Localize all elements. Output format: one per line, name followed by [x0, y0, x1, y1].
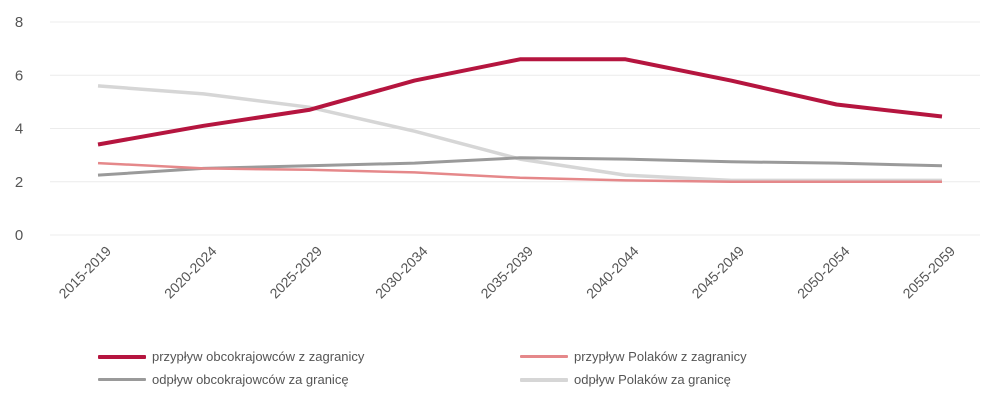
x-tick-label-6: 2045-2049	[688, 243, 747, 302]
legend-swatch-series-1	[520, 355, 568, 358]
y-tick-label-4: 8	[15, 14, 23, 31]
legend-label-series-1: przypływ Polaków z zagranicy	[574, 349, 747, 364]
x-tick-label-1: 2020-2024	[161, 243, 220, 302]
y-axis-tick-labels: 0 2 4 6 8	[15, 14, 23, 244]
y-tick-label-2: 4	[15, 121, 23, 138]
series-lines	[97, 57, 943, 184]
x-tick-label-0: 2015-2019	[55, 243, 114, 302]
x-tick-label-3: 2030-2034	[372, 243, 431, 302]
legend-swatch-series-2	[98, 378, 146, 381]
x-tick-label-5: 2040-2044	[583, 243, 642, 302]
legend-item-series-3: odpływ Polaków za granicę	[520, 372, 731, 387]
legend-item-series-1: przypływ Polaków z zagranicy	[520, 349, 747, 364]
series-line-2	[97, 156, 943, 177]
legend-label-series-0: przypływ obcokrajowców z zagranicy	[152, 349, 365, 364]
x-axis-tick-labels: 2015-2019 2020-2024 2025-2029 2030-2034 2035…	[55, 243, 958, 302]
legend-label-series-2: odpływ obcokrajowców za granicę	[152, 372, 349, 387]
y-tick-label-0: 0	[15, 227, 23, 244]
y-tick-label-3: 6	[15, 67, 23, 84]
legend-item-series-2: odpływ obcokrajowców za granicę	[98, 372, 349, 387]
x-tick-label-4: 2035-2039	[477, 243, 536, 302]
x-tick-label-8: 2055-2059	[899, 243, 958, 302]
x-tick-label-7: 2050-2054	[794, 243, 853, 302]
legend-item-series-0: przypływ obcokrajowców z zagranicy	[98, 349, 364, 364]
legend-swatch-series-3	[520, 377, 568, 382]
legend-swatch-series-0	[98, 354, 146, 359]
y-tick-label-1: 2	[15, 174, 23, 191]
series-line-1	[97, 161, 942, 184]
series-line-0	[97, 57, 943, 147]
legend-label-series-3: odpływ Polaków za granicę	[574, 372, 731, 387]
line-chart: 0 2 4 6 8 2015-2019 2020-2024 2025-2029 2030-20…	[15, 14, 980, 302]
x-tick-label-2: 2025-2029	[266, 243, 325, 302]
